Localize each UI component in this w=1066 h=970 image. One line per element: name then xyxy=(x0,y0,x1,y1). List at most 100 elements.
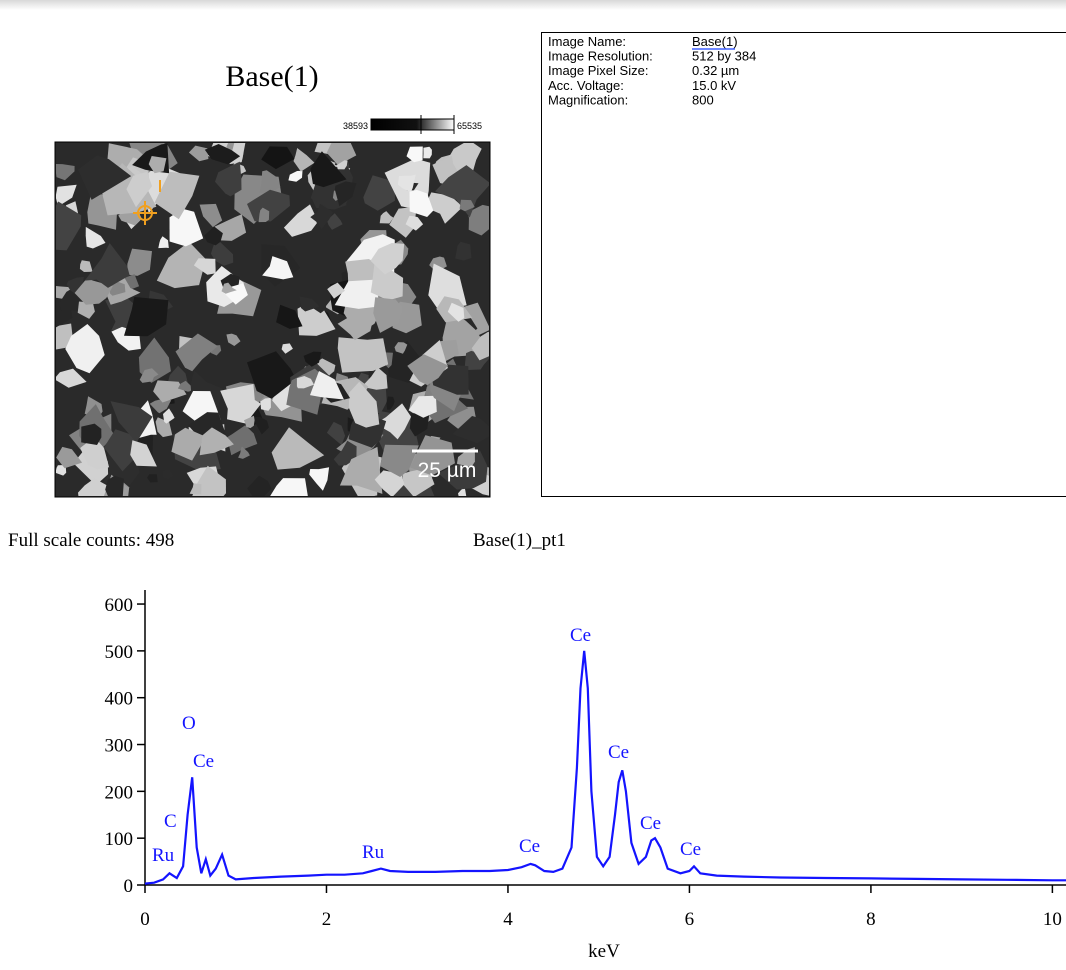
grain xyxy=(375,403,412,440)
grain xyxy=(177,380,192,392)
peak-label: Ce xyxy=(640,813,661,834)
grain xyxy=(336,160,348,170)
grain xyxy=(374,470,405,496)
grain xyxy=(148,156,167,174)
info-label: Image Resolution: xyxy=(548,49,653,64)
scale-label: 25 µm xyxy=(418,459,477,482)
grain xyxy=(327,282,345,299)
grain xyxy=(56,446,83,469)
grain xyxy=(261,146,295,170)
grain xyxy=(402,467,435,496)
spectrum-line xyxy=(144,650,1066,885)
grain xyxy=(455,241,472,261)
y-tick-label: 100 xyxy=(105,829,134,850)
grain xyxy=(81,423,102,445)
grain xyxy=(379,211,394,224)
info-box xyxy=(541,32,1066,497)
x-tick-label: 8 xyxy=(866,909,876,930)
grain xyxy=(247,351,297,399)
grain xyxy=(80,436,110,470)
grain xyxy=(74,278,113,305)
grain xyxy=(361,367,388,390)
grain xyxy=(158,236,169,249)
grain xyxy=(221,282,237,294)
grain xyxy=(276,304,303,329)
grain xyxy=(337,337,389,373)
grain xyxy=(154,171,200,220)
grain xyxy=(406,146,423,163)
peak-label: Ce xyxy=(193,751,214,772)
info-value: 512 by 384 xyxy=(692,49,756,64)
info-label: Acc. Voltage: xyxy=(548,78,624,93)
grain xyxy=(448,143,482,178)
grain xyxy=(296,376,314,389)
image-title: Base(1) xyxy=(225,60,318,93)
grain xyxy=(310,151,347,188)
grain xyxy=(310,371,344,400)
grain xyxy=(303,351,322,367)
grain xyxy=(105,475,124,496)
grain xyxy=(139,368,159,383)
grain xyxy=(337,315,373,341)
peak-label: C xyxy=(164,811,177,832)
grain xyxy=(407,354,448,386)
grain xyxy=(297,305,336,336)
grain xyxy=(262,256,294,280)
grain xyxy=(77,301,95,319)
grain xyxy=(127,248,152,276)
grain xyxy=(428,263,467,311)
grain xyxy=(271,427,325,470)
grain xyxy=(437,450,488,490)
grain xyxy=(175,333,218,372)
grain xyxy=(270,478,308,496)
grain xyxy=(408,395,437,418)
info-value: Base(1) xyxy=(692,34,738,49)
grain xyxy=(124,297,169,337)
grain xyxy=(310,203,334,230)
colorbar-min: 38593 xyxy=(343,121,368,131)
grain xyxy=(171,427,203,461)
grain xyxy=(468,204,489,236)
grain xyxy=(65,324,105,374)
x-axis-label: keV xyxy=(588,941,620,962)
grain xyxy=(447,302,465,322)
grain xyxy=(156,241,206,289)
x-tick-label: 6 xyxy=(685,909,695,930)
peak-label: Ce xyxy=(570,625,591,646)
grain xyxy=(458,486,467,496)
grain xyxy=(380,444,419,477)
spectrum-chart: 0 100 200 300 400 500 600 0 2 4 6 8 10 keV Ru C O Ce Ru Ce C… xyxy=(105,590,1066,962)
peak-label: Ce xyxy=(519,836,540,857)
grain xyxy=(203,226,223,246)
grain xyxy=(220,384,262,424)
x-tick-label: 10 xyxy=(1043,909,1062,930)
grain xyxy=(163,408,175,424)
grain xyxy=(153,380,187,403)
info-value: 15.0 kV xyxy=(692,78,736,93)
grain xyxy=(126,171,153,208)
y-tick-label: 400 xyxy=(105,689,134,710)
info-label: Magnification: xyxy=(548,92,628,107)
grain xyxy=(199,427,234,456)
grain xyxy=(247,475,272,496)
grain xyxy=(56,368,87,388)
grain xyxy=(227,425,258,456)
grain xyxy=(110,401,153,443)
grain xyxy=(193,258,216,275)
colorbar xyxy=(370,118,455,131)
grain xyxy=(334,279,379,309)
sem-texture xyxy=(56,143,489,496)
grain xyxy=(293,148,315,172)
grain xyxy=(410,435,455,476)
spectrum-title: Base(1)_pt1 xyxy=(473,530,566,551)
grain xyxy=(389,206,417,238)
grain xyxy=(56,184,77,207)
grain xyxy=(103,429,143,472)
grain xyxy=(188,412,226,451)
top-bar xyxy=(0,0,1066,10)
grain xyxy=(288,170,303,182)
grain xyxy=(452,416,489,444)
y-tick-label: 200 xyxy=(105,782,134,803)
grain xyxy=(130,440,157,467)
y-tick-label: 300 xyxy=(105,736,134,757)
